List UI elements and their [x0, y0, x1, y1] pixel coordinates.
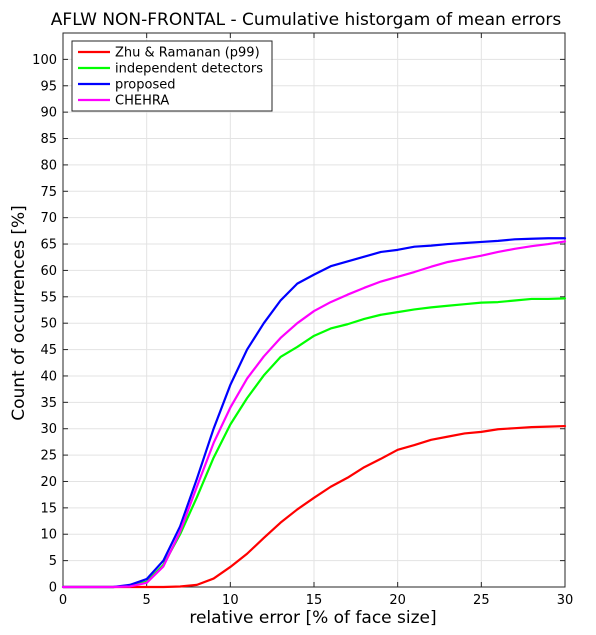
y-tick-label: 70	[40, 211, 57, 226]
y-tick-label: 65	[40, 238, 57, 253]
y-tick-label: 10	[40, 528, 57, 543]
legend-label: Zhu & Ramanan (p99)	[115, 46, 260, 61]
y-tick-label: 20	[40, 475, 57, 490]
axes: 0 5 10 15 20 25 30 0 5 10 15 20 25 30 35 40 45 50 55 60 65 70…	[32, 32, 574, 608]
y-tick-label: 55	[40, 290, 57, 305]
series-line-chehra	[61, 240, 567, 589]
legend-label: independent detectors	[115, 62, 263, 77]
x-tick-label: 10	[222, 593, 239, 608]
x-tick-label: 25	[473, 593, 490, 608]
y-tick-label: 75	[40, 185, 57, 200]
y-tick-label: 40	[40, 369, 57, 384]
chart-title: AFLW NON-FRONTAL - Cumulative historgam …	[51, 10, 562, 30]
legend-label: proposed	[115, 78, 176, 93]
grid-lines	[62, 33, 566, 588]
y-tick-label: 90	[40, 106, 57, 121]
x-tick-label: 5	[143, 593, 151, 608]
y-tick-label: 60	[40, 264, 57, 279]
x-tick-label: 0	[59, 593, 67, 608]
series-line-proposed	[61, 237, 567, 589]
y-tick-label: 80	[40, 158, 57, 173]
y-tick-label: 0	[49, 581, 57, 596]
y-tick-label: 85	[40, 132, 57, 147]
series-lines	[61, 237, 567, 589]
x-tick-label: 20	[389, 593, 406, 608]
legend: Zhu & Ramanan (p99)independent detectors…	[71, 40, 273, 112]
series-line-zhu-ramanan-p99	[61, 424, 567, 589]
y-tick-label: 30	[40, 422, 57, 437]
y-tick-label: 50	[40, 317, 57, 332]
y-tick-label: 95	[40, 79, 57, 94]
y-tick-label: 15	[40, 501, 57, 516]
x-tick-label: 30	[557, 593, 574, 608]
y-tick-label: 100	[32, 53, 57, 68]
legend-label: CHEHRA	[115, 94, 169, 109]
y-tick-label: 25	[40, 449, 57, 464]
y-axis-label: Count of occurrences [%]	[9, 205, 29, 421]
y-tick-label: 45	[40, 343, 57, 358]
x-axis-label: relative error [% of face size]	[189, 608, 436, 628]
x-tick-label: 15	[306, 593, 323, 608]
y-tick-label: 5	[49, 554, 57, 569]
y-tick-label: 35	[40, 396, 57, 411]
